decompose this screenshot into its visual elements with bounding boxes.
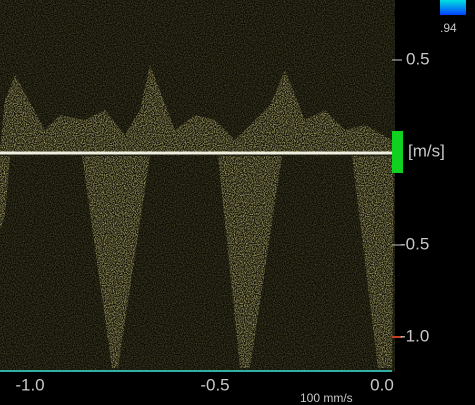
velocity-tick-label: -1.0 [400,326,429,345]
spectral-waveform [0,0,395,372]
sweep-speed: 100 mm/s [300,391,353,405]
doppler-display: .94 [m/s] 0.5 -0.5 -1.0 -1.0 -0.5 0.0 10… [0,0,475,405]
velocity-tick-label: -0.5 [400,234,429,253]
time-tick-label: -1.0 [15,375,44,394]
page: .94 [m/s] 0.5 -0.5 -1.0 -1.0 -0.5 0.0 10… [0,0,475,405]
velocity-tick-label: 0.5 [406,49,430,68]
color-scale-max: .94 [440,21,457,35]
time-tick-label: -0.5 [200,375,229,394]
baseline-marker [392,131,403,173]
velocity-unit: [m/s] [408,141,445,160]
color-bar [440,0,466,15]
time-tick-label: 0.0 [370,375,394,394]
